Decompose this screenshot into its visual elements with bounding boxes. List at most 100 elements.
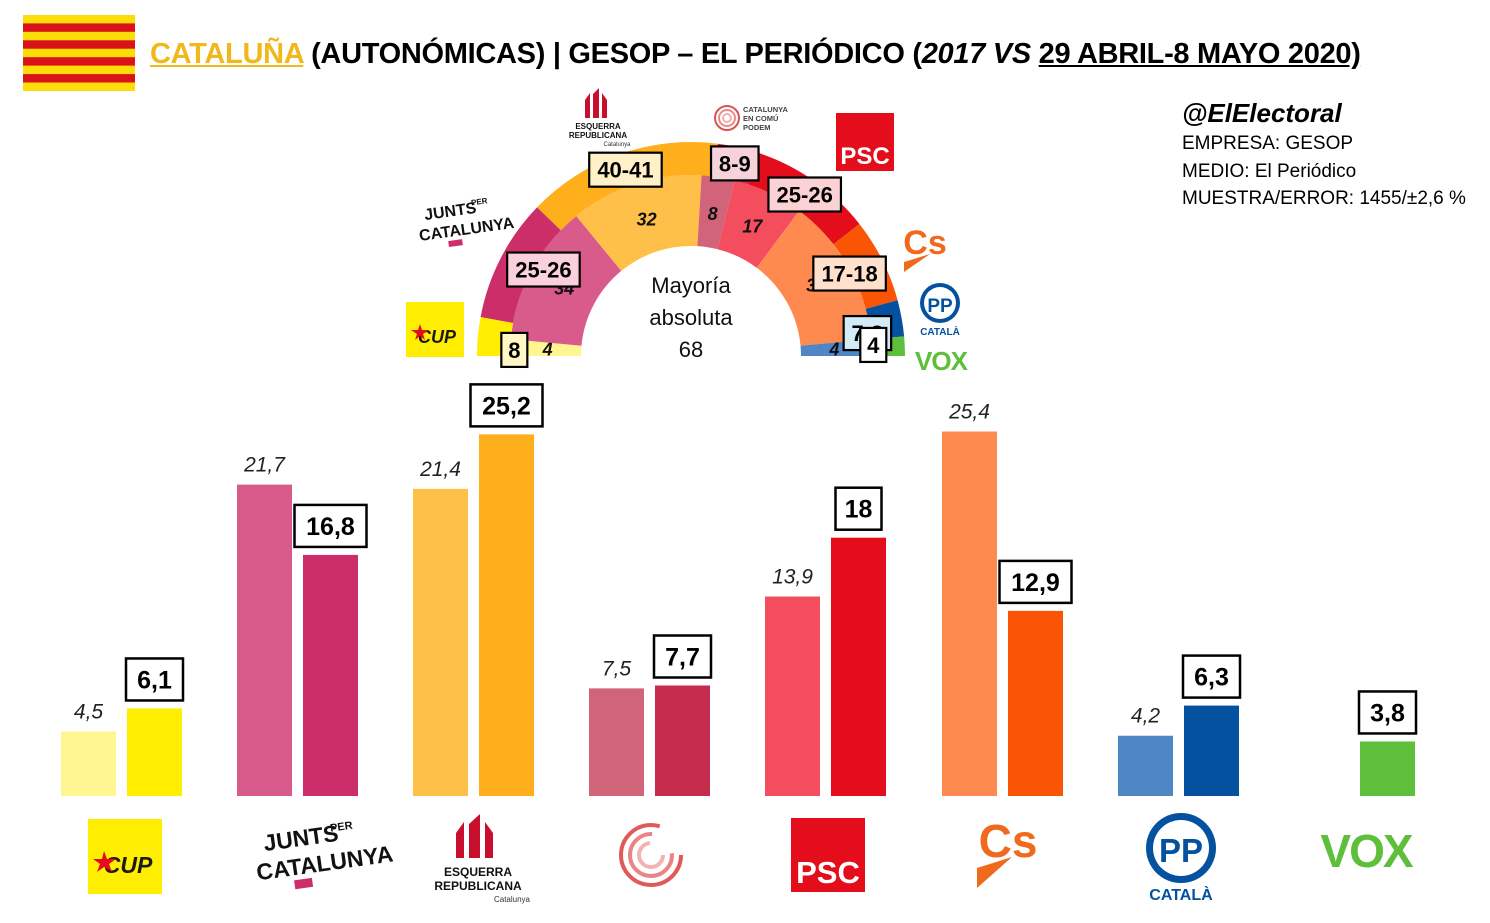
pp-logo: PP CATALÀ [1146, 813, 1216, 904]
erc-logo-sub: Catalunya [494, 895, 531, 904]
value-label-2020-2: 25,2 [482, 392, 531, 420]
majority-value: 68 [679, 337, 703, 362]
credit-muestra: MUESTRA/ERROR: 1455/±2,6 % [1182, 188, 1466, 209]
bar-2020-5 [1008, 610, 1063, 796]
psc-logo: PSC [791, 818, 865, 892]
junts-logo-small: JUNTS PER CATALUNYA [418, 196, 516, 248]
seats-2020-label-2: 40-41 [597, 158, 653, 183]
title-main: (AUTONÓMICAS) | GESOP – EL PERIÓDICO ( [303, 38, 922, 70]
seats-2020-label-4: 25-26 [777, 183, 833, 208]
value-box-2020-7 [1357, 690, 1418, 735]
seats-2017-arc-3 [697, 175, 735, 250]
seats-2020-box-1 [506, 251, 581, 288]
value-label-2017-3: 7,5 [602, 657, 632, 680]
value-label-2020-1: 16,8 [306, 513, 355, 541]
seats-2017-arc-2 [576, 175, 702, 271]
page-title: CATALUÑA (AUTONÓMICAS) | GESOP – EL PERI… [150, 38, 1361, 71]
seats-2020-box-0 [500, 331, 529, 369]
bar-2017-5 [942, 431, 997, 796]
junts-logo-small-per: PER [470, 196, 488, 207]
credit-medio: MEDIO: El Periódico [1182, 160, 1357, 182]
comuns-logo-small-line1: CATALUNYA [743, 105, 788, 114]
psc-logo-small: PSC [836, 113, 894, 171]
credit-empresa: EMPRESA: GESOP [1182, 133, 1354, 154]
pp-logo-small-sub: CATALÀ [920, 325, 960, 338]
bar-2017-4 [765, 596, 820, 796]
seats-2020-label-7: 4 [867, 333, 880, 358]
value-label-2020-3: 7,7 [665, 644, 700, 672]
value-box-2020-3 [652, 634, 713, 679]
seats-2017-label-4: 17 [742, 216, 763, 236]
seats-2020-box-3 [709, 145, 760, 182]
comuns-logo-small: CATALUNYA EN COMÚ PODEM [714, 105, 788, 132]
value-label-2017-0: 4,5 [74, 700, 104, 723]
value-label-2020-6: 6,3 [1194, 664, 1229, 692]
value-label-2020-7: 3,8 [1370, 699, 1405, 727]
value-box-2020-6 [1181, 654, 1242, 699]
title-dates: 29 ABRIL-8 MAYO 2020) [1038, 38, 1361, 70]
seats-2020-label-3: 8-9 [719, 151, 751, 176]
pp-logo-small-text: PP [927, 296, 953, 317]
psc-logo-small-text: PSC [840, 143, 889, 170]
vox-logo: VOX [1320, 825, 1415, 877]
value-label-2020-0: 6,1 [137, 666, 172, 694]
catalan-flag-icon [23, 15, 135, 91]
value-label-2017-6: 4,2 [1131, 705, 1161, 728]
cup-logo-small-text: CUP [418, 327, 457, 347]
majority-label-line1: Mayoría [651, 273, 731, 298]
erc-logo-line2: REPUBLICANA [434, 879, 522, 893]
bar-2017-3 [589, 688, 644, 796]
bar-2020-1 [303, 554, 358, 796]
bars-group: 4,5 6,1 21,7 16,8 21,4 25,2 7,5 7,7 13,9 18 25,4 12… [61, 383, 1418, 796]
erc-logo-line1: ESQUERRA [444, 865, 512, 879]
psc-logo-text: PSC [796, 855, 860, 890]
seats-2020-label-0: 8 [508, 338, 520, 363]
bar-2017-1 [237, 484, 292, 796]
bar-2017-6 [1118, 735, 1173, 796]
seats-2020-box-4 [767, 176, 843, 213]
value-label-2017-1: 21,7 [243, 454, 286, 477]
value-box-2020-0 [124, 657, 185, 702]
value-label-2020-4: 18 [845, 496, 873, 524]
value-label-2017-2: 21,4 [419, 458, 461, 481]
bar-2017-2 [413, 488, 468, 796]
erc-logo-small-line2: REPUBLICANA [569, 131, 627, 140]
erc-logo-small-line1: ESQUERRA [575, 122, 621, 131]
junts-logo-per: PER [329, 820, 353, 835]
erc-logo-small-sub: Catalunya [603, 142, 631, 148]
title-region: CATALUÑA [150, 38, 304, 70]
seats-2017-label-6: 4 [828, 339, 839, 359]
value-box-2020-2 [469, 383, 544, 428]
seats-2017-label-0: 4 [542, 339, 553, 359]
cup-logo-text: CUP [104, 852, 153, 878]
title-2017: 2017 VS [921, 38, 1031, 70]
value-box-2020-4 [834, 486, 883, 531]
value-box-2020-1 [293, 503, 368, 549]
value-label-2017-4: 13,9 [772, 566, 813, 589]
value-label-2017-5: 25,4 [948, 401, 990, 424]
author-handle: @ElElectoral [1182, 98, 1342, 128]
cs-logo: Cs [977, 815, 1037, 888]
vox-logo-text: VOX [1320, 825, 1413, 877]
bar-2020-7 [1360, 741, 1415, 796]
credits-block: @ElElectoral EMPRESA: GESOP MEDIO: El Pe… [1182, 96, 1466, 213]
seats-2020-label-5: 17-18 [821, 262, 877, 287]
bar-2020-2 [479, 434, 534, 796]
seats-2020-box-5 [812, 255, 887, 292]
bar-2020-3 [655, 685, 710, 796]
seats-2017-label-3: 8 [708, 204, 718, 224]
pp-logo-small: PP CATALÀ [920, 283, 960, 338]
bar-2020-0 [127, 708, 182, 796]
pp-logo-sub: CATALÀ [1149, 885, 1213, 904]
seats-2020-box-2 [588, 151, 663, 188]
cs-logo-small: Cs [903, 224, 947, 272]
bar-2020-4 [831, 537, 886, 796]
comuns-logo [619, 823, 683, 887]
junts-logo: JUNTS PER CATALUNYA [255, 820, 395, 890]
erc-logo: ESQUERRA REPUBLICANA Catalunya [434, 814, 531, 904]
comuns-logo-small-line3: PODEM [743, 123, 771, 132]
seats-2017-label-2: 32 [637, 210, 657, 230]
seats-2020-box-7 [859, 326, 888, 364]
comuns-logo-small-line2: EN COMÚ [743, 114, 778, 123]
